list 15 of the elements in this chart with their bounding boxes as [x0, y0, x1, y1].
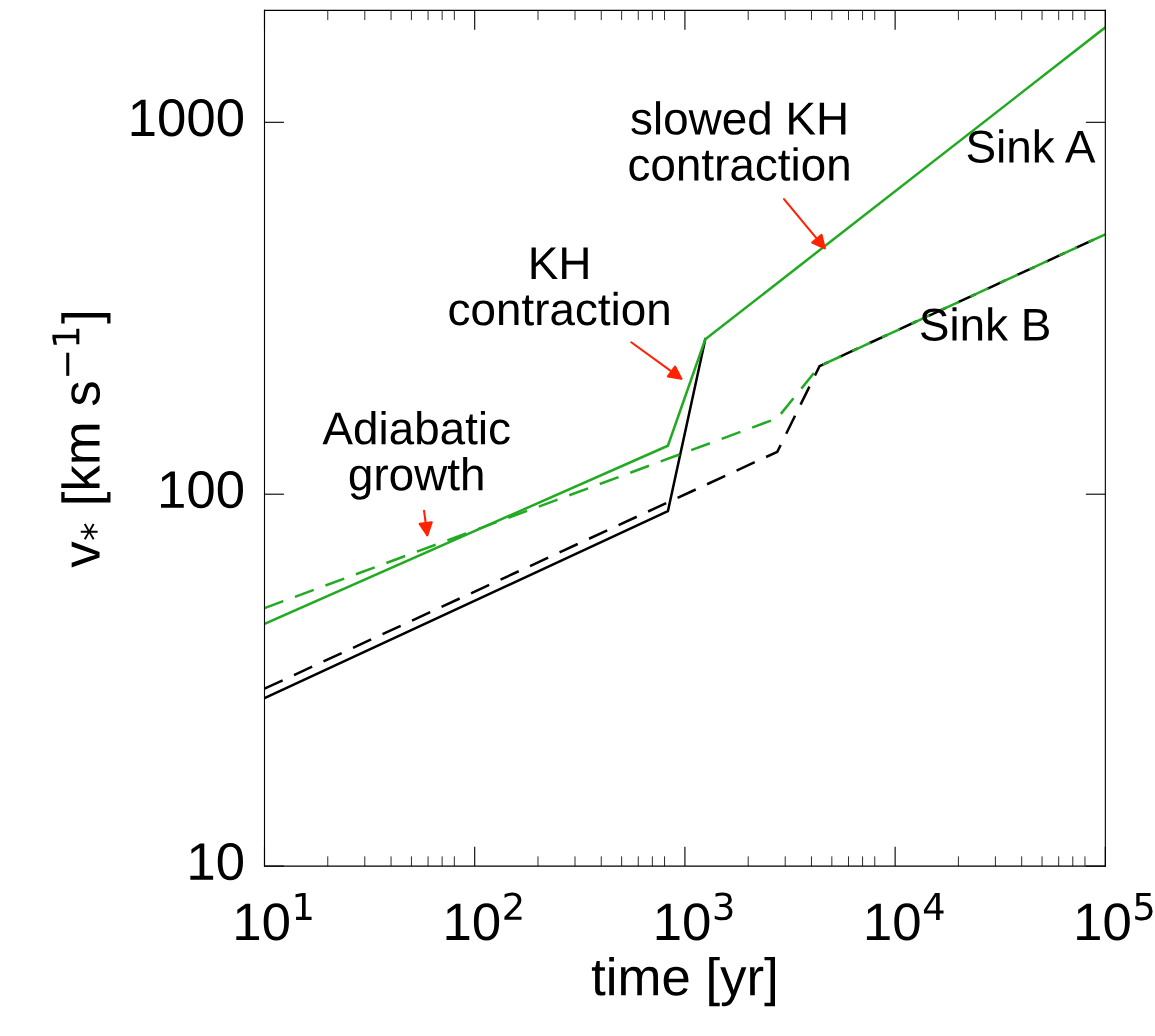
y-tick-label: 100	[161, 471, 243, 509]
annotation: Sink A	[967, 129, 1096, 163]
annotation: Sink B	[920, 307, 1049, 341]
x-tick-label: 10$^{4}$	[866, 892, 944, 941]
y-axis-title: v$_{*}$ [km s$^{−1}$]	[52, 312, 111, 568]
x-tick-label: 10$^{2}$	[446, 892, 522, 941]
x-axis-title: time [yr]	[591, 956, 775, 1007]
x-tick-label: 10$^{5}$	[1077, 892, 1153, 941]
y-tick-label: 10	[190, 842, 243, 881]
x-tick-label: 10$^{1}$	[236, 892, 312, 941]
y-tick-label: 1000	[131, 99, 243, 137]
annotation: Adiabatic growth	[322, 410, 510, 500]
annotation: slowed KH contraction	[629, 101, 849, 181]
x-tick-label: 10$^{3}$	[656, 892, 733, 941]
annotation: KH contraction	[449, 247, 669, 326]
